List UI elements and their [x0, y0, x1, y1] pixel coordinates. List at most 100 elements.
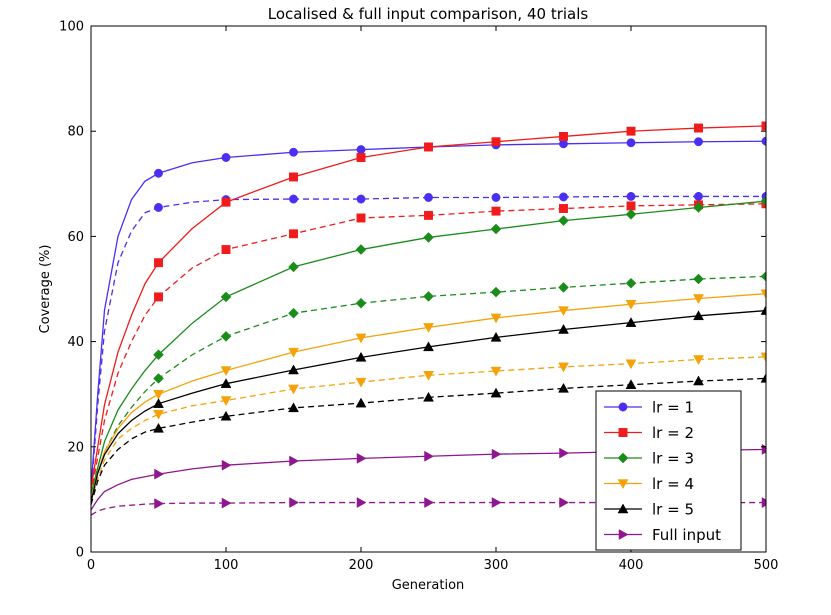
data-point [760, 271, 766, 282]
data-point [289, 497, 300, 508]
data-point [356, 153, 366, 162]
data-point [491, 137, 501, 147]
data-point [220, 396, 232, 407]
data-point [289, 455, 300, 467]
legend-label: lr = 1 [652, 399, 694, 417]
series-7 [91, 352, 766, 503]
data-point [559, 192, 568, 202]
data-point [626, 191, 636, 201]
data-point [289, 147, 298, 157]
y-tick-label: 20 [67, 440, 84, 455]
data-point [220, 378, 232, 388]
data-point [625, 317, 637, 327]
data-point [153, 349, 164, 361]
data-point [491, 497, 502, 508]
legend-item: lr = 2 [604, 424, 694, 442]
data-point [355, 333, 367, 344]
series-6 [91, 289, 766, 500]
data-point [760, 289, 766, 300]
legend-marker [618, 529, 629, 540]
plot-area: 0 100 200 300 400 500 0 20 40 60 80 100 lr = 1 lr = 2… [59, 20, 778, 574]
data-point [558, 362, 569, 373]
data-point [423, 371, 434, 381]
data-point [355, 244, 367, 255]
data-point [693, 202, 704, 213]
data-point [491, 193, 501, 202]
data-point [693, 355, 704, 365]
data-point [694, 123, 703, 133]
series-2 [91, 121, 766, 489]
data-point [423, 291, 434, 302]
data-point [625, 277, 637, 289]
data-point [694, 191, 703, 201]
series-4 [91, 195, 766, 495]
data-point [355, 397, 367, 408]
data-point [355, 377, 367, 388]
data-point [289, 194, 298, 204]
data-point [760, 305, 766, 315]
data-point [559, 204, 568, 213]
data-point [760, 372, 766, 383]
data-point [761, 497, 766, 508]
data-point [220, 291, 232, 303]
data-point [221, 497, 232, 509]
data-point [288, 402, 299, 413]
legend-label: lr = 4 [652, 475, 694, 493]
legend-marker [618, 402, 628, 412]
x-tick-label: 400 [619, 558, 644, 573]
series-layer [91, 121, 766, 516]
x-axis-label: Generation [392, 578, 465, 593]
data-point [154, 468, 165, 480]
x-tick-label: 200 [349, 558, 374, 573]
legend-item: lr = 5 [604, 501, 694, 519]
data-point [625, 300, 637, 310]
data-point [289, 172, 298, 182]
data-point [558, 382, 569, 393]
series-line [91, 377, 766, 505]
data-point [288, 347, 299, 358]
data-point [558, 282, 569, 293]
data-point [221, 153, 231, 162]
series-8 [91, 305, 766, 503]
data-point [626, 126, 636, 136]
data-point [424, 450, 435, 462]
data-point [289, 229, 298, 239]
data-point [694, 137, 703, 147]
data-point [693, 375, 704, 386]
legend-label: lr = 5 [652, 501, 694, 519]
data-point [288, 261, 299, 273]
legend-item: lr = 1 [604, 399, 694, 417]
data-point [424, 142, 433, 152]
data-point [221, 245, 231, 255]
y-axis-label: Coverage (%) [38, 245, 53, 334]
data-point [693, 310, 704, 321]
y-tick-label: 40 [67, 335, 84, 350]
data-point [220, 330, 232, 342]
data-point [626, 138, 636, 148]
data-point [154, 258, 163, 268]
data-point [355, 297, 367, 309]
y-tick-label: 60 [67, 230, 84, 245]
data-point [625, 208, 637, 220]
legend: lr = 1 lr = 2 lr = 3 lr = 4 lr = 5 Full input [595, 390, 742, 551]
legend-box [595, 390, 742, 551]
data-point [490, 223, 502, 235]
data-point [288, 307, 299, 319]
data-point [559, 447, 570, 459]
data-point [356, 497, 367, 508]
data-point [356, 194, 366, 204]
data-point [559, 132, 568, 141]
legend-label: lr = 3 [652, 450, 694, 468]
legend-marker [618, 428, 628, 437]
data-point [424, 193, 433, 202]
legend-item: Full input [604, 526, 721, 544]
data-point [490, 387, 502, 398]
data-point [153, 422, 164, 433]
data-point [153, 398, 164, 408]
data-point [423, 391, 434, 402]
data-point [153, 409, 164, 420]
data-point [154, 168, 163, 178]
legend-item: lr = 3 [604, 450, 694, 468]
data-point [491, 448, 502, 460]
x-tick-label: 0 [87, 558, 95, 573]
